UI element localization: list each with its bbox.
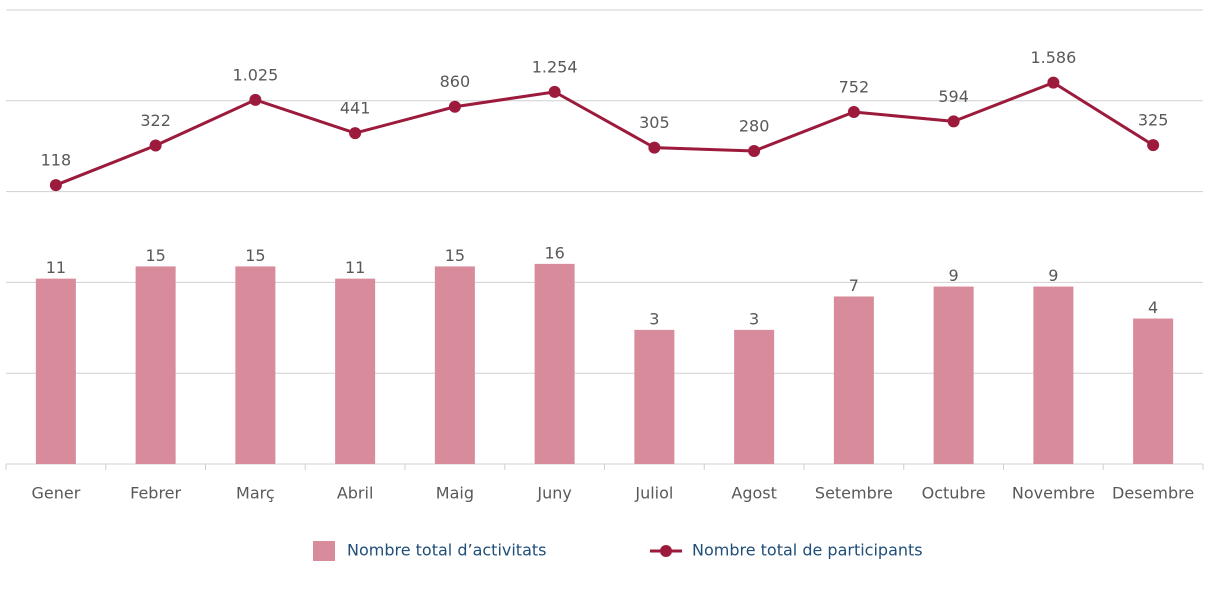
line-point (847, 106, 860, 119)
line-point (249, 93, 262, 106)
point-label: 118 (41, 151, 72, 170)
bar-label: 16 (544, 243, 564, 262)
point-label: 1.586 (1030, 48, 1076, 67)
bar-label: 3 (749, 309, 759, 328)
x-tick-label: Gener (31, 484, 80, 503)
point-label: 441 (340, 99, 371, 118)
bar (135, 266, 176, 464)
x-tick-label: Setembre (815, 484, 893, 503)
bar (434, 266, 475, 464)
bar-label: 15 (145, 246, 165, 265)
point-label: 1.025 (232, 65, 278, 84)
point-label: 305 (639, 113, 670, 132)
bar-label: 9 (1048, 266, 1058, 285)
x-tick-label: Agost (731, 484, 777, 503)
x-tick-label: Març (236, 484, 275, 503)
point-label: 860 (440, 72, 471, 91)
line-point (947, 115, 960, 128)
bar-label: 11 (345, 258, 365, 277)
bar-label: 4 (1148, 298, 1158, 317)
line-point (149, 139, 162, 152)
point-label: 325 (1138, 111, 1169, 130)
bar (235, 266, 276, 464)
point-label: 280 (739, 116, 770, 135)
bar-label: 3 (649, 309, 659, 328)
line-point (548, 85, 561, 98)
line (55, 80, 1154, 187)
line-point (1047, 76, 1060, 89)
line-point (1147, 139, 1160, 152)
bar-label: 15 (445, 246, 465, 265)
x-tick-label: Febrer (130, 484, 181, 503)
x-tick-label: Maig (436, 484, 474, 503)
legend-swatch-marker (660, 545, 672, 557)
point-label: 322 (140, 111, 171, 130)
bar (335, 278, 376, 464)
x-tick-label: Desembre (1112, 484, 1194, 503)
line-point (648, 141, 661, 154)
bar-label: 9 (949, 266, 959, 285)
line-point (349, 127, 362, 140)
bar (833, 296, 874, 464)
bar (1033, 286, 1074, 464)
line-point (448, 100, 461, 113)
bar-label: 7 (849, 276, 859, 295)
legend-label: Nombre total de participants (692, 541, 923, 560)
legend-swatch (313, 541, 335, 561)
point-label: 752 (839, 78, 870, 97)
line-point (49, 179, 62, 192)
line-point (748, 144, 761, 157)
x-tick-label: Juliol (634, 484, 673, 503)
point-label: 594 (938, 87, 969, 106)
bar (933, 286, 974, 464)
bar (534, 263, 575, 464)
bar-label: 15 (245, 246, 265, 265)
x-tick-label: Juny (536, 484, 571, 503)
legend: Nombre total d’activitats Nombre total de… (313, 541, 923, 561)
x-tick-label: Octubre (922, 484, 986, 503)
x-tick-label: Novembre (1012, 484, 1095, 503)
bar-label: 11 (46, 258, 66, 277)
bar (1133, 318, 1174, 464)
legend-label: Nombre total d’activitats (347, 541, 547, 560)
x-tick-label: Abril (337, 484, 374, 503)
bar (734, 329, 775, 464)
point-label: 1.254 (532, 57, 578, 76)
bar (35, 278, 76, 464)
bar (634, 329, 675, 464)
